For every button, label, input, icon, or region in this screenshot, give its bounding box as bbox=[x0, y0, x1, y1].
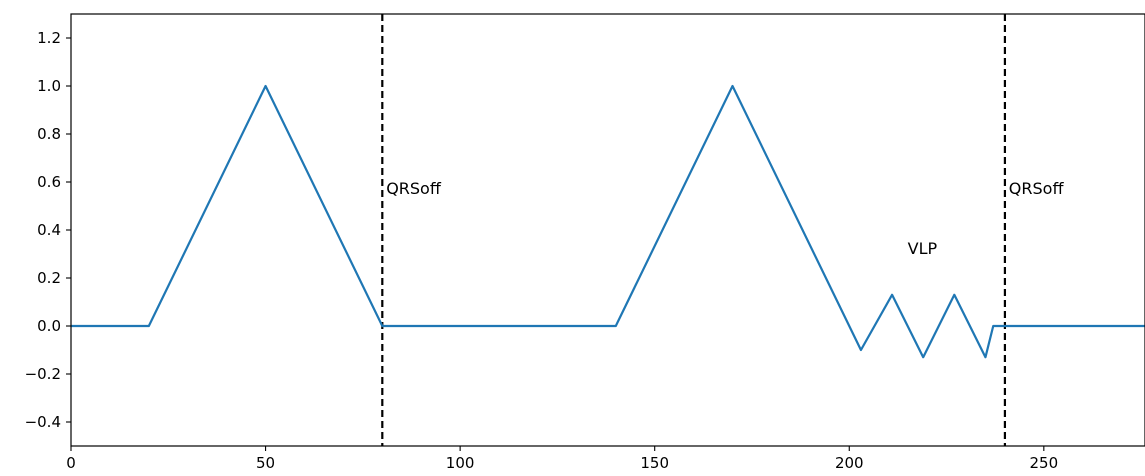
x-tick-label: 250 bbox=[1030, 454, 1059, 472]
plot-background bbox=[71, 14, 1145, 446]
x-tick-label: 0 bbox=[66, 454, 76, 472]
y-tick-label: 0.4 bbox=[37, 221, 61, 239]
vertical-markers bbox=[381, 14, 1007, 446]
y-tick-label: 0.2 bbox=[37, 269, 61, 287]
annotation-label-3: VLP bbox=[908, 239, 938, 258]
x-tick-label: 150 bbox=[640, 454, 669, 472]
annotation-label-2: QRSoff bbox=[1009, 179, 1065, 198]
y-tick-label: 1.0 bbox=[37, 77, 61, 95]
y-tick-label: −0.4 bbox=[25, 413, 61, 431]
y-tick-label: 0.0 bbox=[37, 317, 61, 335]
x-tick-label: 200 bbox=[835, 454, 864, 472]
axes: 0 50 100 150 200 250 −0.4 −0.2 0.0 0.2 0.4 0.6 0.8 1.… bbox=[25, 13, 1145, 472]
y-tick-label: 0.8 bbox=[37, 125, 61, 143]
x-tick-label: 50 bbox=[256, 454, 275, 472]
annotations: QRSoff QRSoff VLP bbox=[386, 179, 1064, 258]
data-series bbox=[71, 84, 1145, 359]
annotation-label-1: QRSoff bbox=[386, 179, 442, 198]
plot-area bbox=[71, 14, 1145, 446]
y-tick-label: −0.2 bbox=[25, 365, 61, 383]
y-tick-label: 0.6 bbox=[37, 173, 61, 191]
y-tick-label: 1.2 bbox=[37, 29, 61, 47]
series-line-1 bbox=[71, 84, 1145, 359]
x-tick-label: 100 bbox=[446, 454, 475, 472]
